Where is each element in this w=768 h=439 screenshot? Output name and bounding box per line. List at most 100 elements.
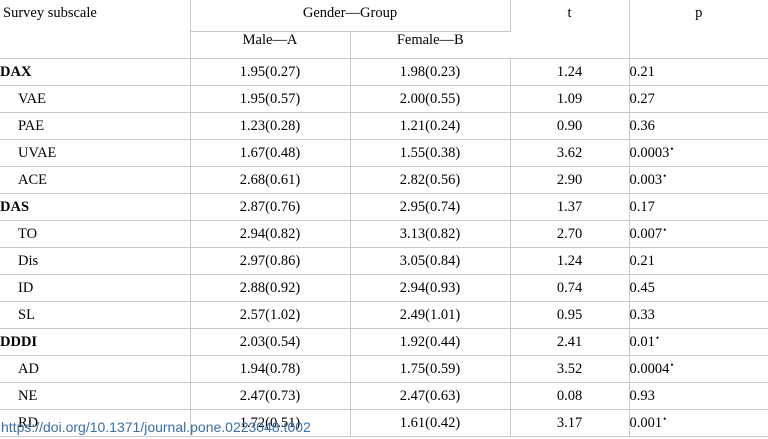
p-cell: 0.001• <box>629 409 768 437</box>
male-value: 2.97(0.86) <box>190 247 351 275</box>
male-value: 1.94(0.78) <box>190 355 351 383</box>
female-value: 1.55(0.38) <box>350 139 511 167</box>
table-body: DAX 1.95(0.27) 1.98(0.23) 1.24 0.21 VAE … <box>0 58 768 437</box>
significance-marker: • <box>663 414 667 424</box>
row-label: SL <box>0 301 191 329</box>
significance-marker: • <box>670 360 674 370</box>
p-cell: 0.27 <box>629 85 768 113</box>
table-row: AD 1.94(0.78) 1.75(0.59) 3.52 0.0004• <box>0 355 768 383</box>
row-label: Dis <box>0 247 191 275</box>
table-row: UVAE 1.67(0.48) 1.55(0.38) 3.62 0.0003• <box>0 139 768 167</box>
female-value: 2.94(0.93) <box>350 274 511 302</box>
t-value: 1.09 <box>510 85 630 113</box>
male-value: 2.88(0.92) <box>190 274 351 302</box>
p-value: 0.33 <box>629 307 655 323</box>
p-cell: 0.007• <box>629 220 768 248</box>
table-row: Dis 2.97(0.86) 3.05(0.84) 1.24 0.21 <box>0 247 768 275</box>
male-value: 2.68(0.61) <box>190 166 351 194</box>
p-value: 0.01 <box>629 334 655 350</box>
p-cell: 0.003• <box>629 166 768 194</box>
row-label: RD <box>0 409 191 437</box>
table-row: DAX 1.95(0.27) 1.98(0.23) 1.24 0.21 <box>0 58 768 86</box>
significance-marker: • <box>663 225 667 235</box>
t-value: 1.37 <box>510 193 630 221</box>
female-value: 2.95(0.74) <box>350 193 511 221</box>
p-value: 0.007 <box>629 226 663 242</box>
p-value: 0.93 <box>629 388 655 404</box>
doi-link[interactable]: https://doi.org/10.1371/journal.pone.022… <box>1 419 311 435</box>
p-value: 0.0003 <box>629 145 670 161</box>
male-value: 1.95(0.27) <box>190 58 351 86</box>
female-value: 1.75(0.59) <box>350 355 511 383</box>
female-value: 3.13(0.82) <box>350 220 511 248</box>
header-p: p <box>629 0 768 59</box>
t-value: 3.62 <box>510 139 630 167</box>
table-row: NE 2.47(0.73) 2.47(0.63) 0.08 0.93 <box>0 382 768 410</box>
t-value: 3.17 <box>510 409 630 437</box>
p-value: 0.003 <box>629 172 663 188</box>
male-value: 2.47(0.73) <box>190 382 351 410</box>
row-label: NE <box>0 382 191 410</box>
p-cell: 0.0004• <box>629 355 768 383</box>
male-value: 2.57(1.02) <box>190 301 351 329</box>
female-value: 1.61(0.42) <box>350 409 511 437</box>
female-value: 3.05(0.84) <box>350 247 511 275</box>
t-value: 0.95 <box>510 301 630 329</box>
p-cell: 0.33 <box>629 301 768 329</box>
female-value: 1.92(0.44) <box>350 328 511 356</box>
p-cell: 0.36 <box>629 112 768 140</box>
p-value: 0.0004 <box>629 361 670 377</box>
p-value: 0.36 <box>629 118 655 134</box>
p-cell: 0.45 <box>629 274 768 302</box>
female-value: 2.49(1.01) <box>350 301 511 329</box>
t-value: 2.90 <box>510 166 630 194</box>
header-t: t <box>510 0 630 59</box>
significance-marker: • <box>670 144 674 154</box>
t-value: 3.52 <box>510 355 630 383</box>
table-row: PAE 1.23(0.28) 1.21(0.24) 0.90 0.36 <box>0 112 768 140</box>
t-value: 0.90 <box>510 112 630 140</box>
t-value: 2.41 <box>510 328 630 356</box>
t-value: 1.24 <box>510 58 630 86</box>
p-cell: 0.21 <box>629 58 768 86</box>
t-value: 0.74 <box>510 274 630 302</box>
p-cell: 0.17 <box>629 193 768 221</box>
t-value: 0.08 <box>510 382 630 410</box>
p-value: 0.21 <box>629 64 655 80</box>
header-survey-subscale: Survey subscale <box>0 0 191 59</box>
t-value: 1.24 <box>510 247 630 275</box>
p-value: 0.17 <box>629 199 655 215</box>
t-value: 2.70 <box>510 220 630 248</box>
male-value: 2.87(0.76) <box>190 193 351 221</box>
row-label: AD <box>0 355 191 383</box>
table-row: DAS 2.87(0.76) 2.95(0.74) 1.37 0.17 <box>0 193 768 221</box>
row-label: VAE <box>0 85 191 113</box>
male-value: 2.94(0.82) <box>190 220 351 248</box>
table-row: RD 1.72(0.51) 1.61(0.42) 3.17 0.001• <box>0 409 768 437</box>
female-value: 1.21(0.24) <box>350 112 511 140</box>
p-cell: 0.93 <box>629 382 768 410</box>
row-label: ACE <box>0 166 191 194</box>
row-label: DDDI <box>0 328 191 356</box>
table-row: ID 2.88(0.92) 2.94(0.93) 0.74 0.45 <box>0 274 768 302</box>
header-row-sub: Male—A Female—B <box>0 31 768 59</box>
header-female-b: Female—B <box>350 31 511 59</box>
row-label: PAE <box>0 112 191 140</box>
header-gender-group: Gender—Group <box>190 0 511 32</box>
male-value: 1.72(0.51) <box>190 409 351 437</box>
p-cell: 0.01• <box>629 328 768 356</box>
row-label: DAS <box>0 193 191 221</box>
header-row-top: Survey subscale Gender—Group t p <box>0 0 768 59</box>
female-value: 2.82(0.56) <box>350 166 511 194</box>
female-value: 2.00(0.55) <box>350 85 511 113</box>
table-row: SL 2.57(1.02) 2.49(1.01) 0.95 0.33 <box>0 301 768 329</box>
p-value: 0.27 <box>629 91 655 107</box>
table-row: TO 2.94(0.82) 3.13(0.82) 2.70 0.007• <box>0 220 768 248</box>
p-value: 0.45 <box>629 280 655 296</box>
male-value: 1.95(0.57) <box>190 85 351 113</box>
female-value: 2.47(0.63) <box>350 382 511 410</box>
p-value: 0.21 <box>629 253 655 269</box>
p-cell: 0.0003• <box>629 139 768 167</box>
row-label: ID <box>0 274 191 302</box>
